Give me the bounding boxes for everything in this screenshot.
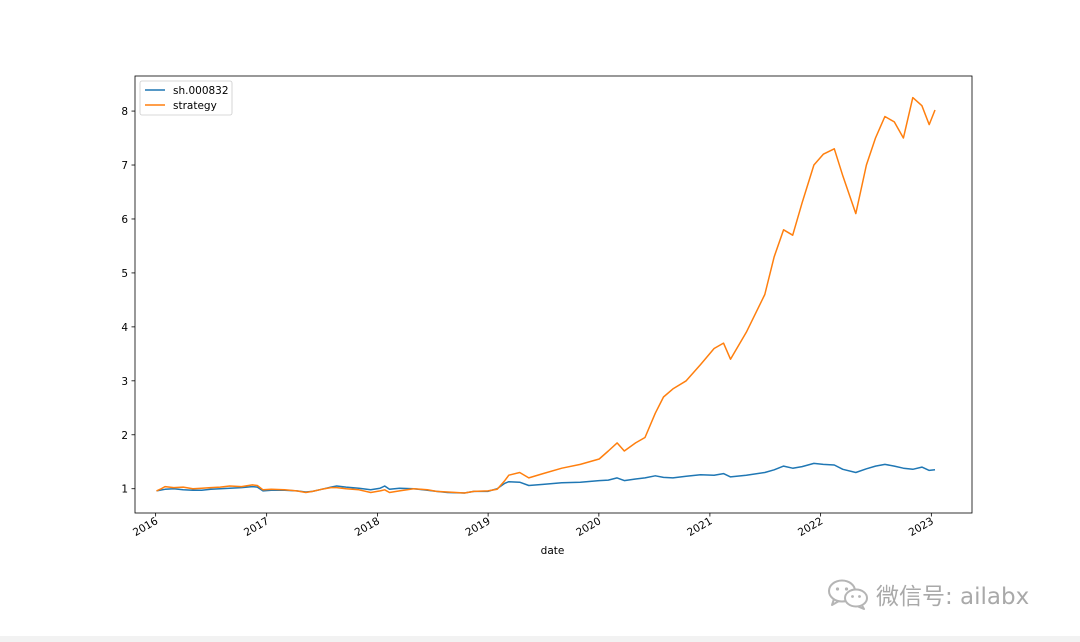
x-tick-label: 2017 (242, 515, 271, 539)
x-tick-label: 2020 (574, 515, 603, 539)
x-tick-label: 2016 (131, 515, 160, 539)
legend-label: strategy (173, 100, 217, 112)
y-tick-label: 6 (121, 214, 128, 226)
y-tick-label: 1 (121, 484, 128, 496)
wechat-icon (828, 579, 868, 610)
legend: sh.000832 strategy (139, 80, 233, 116)
x-tick-label: 2022 (796, 515, 825, 539)
x-tick-label: 2018 (353, 515, 382, 539)
bottom-bar (0, 636, 1080, 642)
x-tick-label: 2019 (463, 515, 492, 539)
y-tick-label: 4 (121, 322, 128, 334)
legend-label: sh.000832 (173, 85, 229, 97)
x-tick-label: 2021 (685, 515, 714, 539)
y-tick-label: 7 (121, 160, 128, 172)
series-line-benchmark (156, 462, 936, 494)
watermark-text: 微信号: ailabx (876, 584, 1030, 610)
series-line-strategy (156, 96, 936, 494)
y-tick-label: 3 (121, 376, 128, 388)
y-tick-label: 8 (121, 106, 128, 118)
y-tick-label: 2 (121, 430, 128, 442)
plot-frame (134, 75, 973, 514)
x-axis-label: date (541, 545, 565, 557)
series-layer (156, 96, 936, 494)
watermark: 微信号: ailabx (826, 578, 1029, 610)
y-tick-label: 5 (121, 268, 128, 280)
x-tick-label: 2023 (907, 515, 936, 539)
